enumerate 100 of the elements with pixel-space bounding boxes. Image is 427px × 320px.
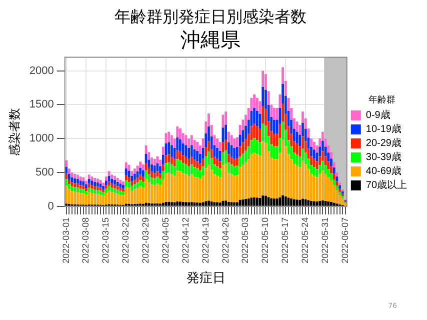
bar <box>302 160 304 199</box>
bar <box>341 191 344 194</box>
bar <box>216 166 218 176</box>
bar <box>298 200 302 206</box>
bar <box>208 164 210 201</box>
bar <box>321 160 324 171</box>
bar <box>304 199 307 206</box>
bar <box>184 156 188 164</box>
bar <box>68 168 70 174</box>
bar <box>302 198 304 206</box>
bar <box>122 188 124 192</box>
bar <box>218 150 222 162</box>
bar <box>273 134 276 146</box>
bar <box>173 138 176 148</box>
bar <box>90 192 94 205</box>
legend-label: 10-19歳 <box>366 123 402 136</box>
bar <box>159 160 162 166</box>
bar <box>142 176 144 182</box>
legend-label: 70歳以上 <box>366 179 407 192</box>
bar <box>88 188 90 192</box>
bar <box>124 162 128 168</box>
bar <box>144 202 148 206</box>
bar <box>74 178 76 184</box>
bar <box>88 174 90 180</box>
bar <box>90 176 94 181</box>
bar <box>153 158 156 166</box>
bar <box>236 137 238 147</box>
x-tick-label: 2022-03-22 <box>120 217 131 264</box>
bar <box>94 186 96 190</box>
bar <box>244 162 247 200</box>
bar <box>188 148 190 159</box>
bar <box>332 202 336 206</box>
bar <box>104 176 108 181</box>
bar <box>276 108 278 120</box>
bar <box>179 152 182 160</box>
bar <box>139 162 142 168</box>
bar <box>170 174 173 202</box>
bar <box>216 138 218 148</box>
bar <box>148 174 150 182</box>
bar <box>182 143 184 156</box>
x-tick-label: 2022-05-03 <box>240 217 250 264</box>
bar <box>139 186 142 204</box>
x-tick-label: 2022-05-31 <box>320 217 330 264</box>
x-tick-label: 2022-03-29 <box>140 217 151 264</box>
bar <box>338 188 341 192</box>
bar <box>144 163 148 170</box>
bar <box>102 182 105 186</box>
bar <box>116 186 119 190</box>
bar <box>198 202 202 206</box>
bar <box>273 120 276 134</box>
bar <box>168 142 170 154</box>
bar <box>162 164 164 172</box>
bar <box>233 176 236 202</box>
bar <box>213 202 216 206</box>
bar <box>119 180 122 184</box>
bar <box>244 199 247 206</box>
bar <box>341 198 344 206</box>
bar <box>102 189 105 192</box>
bar <box>236 146 238 158</box>
bar <box>170 156 173 164</box>
bar <box>233 138 236 148</box>
x-tick-label: 2022-04-12 <box>180 217 190 264</box>
bar <box>170 202 173 206</box>
x-tick-label: 2022-05-10 <box>260 217 270 264</box>
bar <box>85 184 88 188</box>
bar <box>114 180 116 185</box>
bar <box>156 163 159 172</box>
bar <box>218 202 222 206</box>
bar <box>124 168 128 176</box>
bar <box>102 186 105 190</box>
bar <box>90 180 94 186</box>
bar <box>102 196 105 205</box>
y-tick-label: 1500 <box>29 98 54 111</box>
bar <box>139 180 142 186</box>
bar <box>153 185 156 204</box>
bar <box>142 164 144 170</box>
bar <box>88 192 90 204</box>
bar <box>332 168 336 174</box>
bar <box>179 160 182 172</box>
x-axis-title: 発症日 <box>186 270 226 285</box>
bar <box>110 179 114 184</box>
y-axis-title: 感染者数 <box>8 108 22 156</box>
bar <box>114 176 116 180</box>
bar <box>321 170 324 200</box>
bar <box>179 128 182 140</box>
bar <box>142 182 144 188</box>
bar <box>233 158 236 166</box>
bar <box>247 198 250 206</box>
bar <box>262 141 264 196</box>
bar <box>253 138 256 153</box>
bar <box>74 174 76 178</box>
bar <box>94 182 96 186</box>
bar <box>284 196 287 206</box>
y-tick-label: 1000 <box>29 132 54 145</box>
bar <box>119 194 122 205</box>
bar <box>153 166 156 174</box>
x-tick-label: 2022-04-19 <box>200 217 210 264</box>
bar <box>133 189 136 204</box>
bar <box>156 184 159 204</box>
bar <box>196 161 199 168</box>
